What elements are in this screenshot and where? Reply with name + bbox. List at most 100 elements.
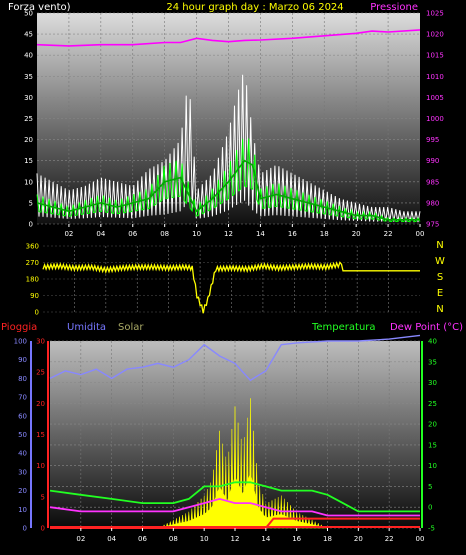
chart1-right-tick-label: 1025 <box>426 10 444 18</box>
chart3-x-tick-label: 02 <box>76 535 85 543</box>
humidity-line <box>49 334 421 382</box>
chart2-left-tick-label: 0 <box>35 309 39 317</box>
chart1-right-tick-label: 1020 <box>426 31 444 39</box>
chart3-rain-tick-label: 25 <box>36 369 45 377</box>
chart1-right-tick-label: 1005 <box>426 94 444 102</box>
chart3-temperature-tick-label: 10 <box>428 462 437 470</box>
wind-avg-smooth-line <box>36 159 420 221</box>
graph-title: 24 hour graph day : Marzo 06 2024 <box>166 2 343 13</box>
chart2-grid <box>43 245 420 313</box>
chart3-temperature-tick-label: 5 <box>428 483 432 491</box>
chart1-left-tick-label: 45 <box>24 31 33 39</box>
chart1-left-tick-label: 30 <box>24 94 33 102</box>
chart3-rain-tick-label: 10 <box>36 462 45 470</box>
chart1-right-tick-label: 1015 <box>426 52 444 60</box>
dewpoint-line <box>49 497 420 517</box>
chart1-right-axis: 975 980 985 990 995 1000 1005 1010 1015 1020 1025 <box>426 10 444 229</box>
rain-title: Pioggia <box>1 322 37 333</box>
chart1-left-tick-label: 5 <box>29 199 33 207</box>
chart1-x-tick-label: 14 <box>256 230 265 238</box>
chart1-x-tick-label: 12 <box>224 230 233 238</box>
pressure-title: Pressione <box>370 2 418 13</box>
chart3-temperature-tick-label: 30 <box>428 379 437 387</box>
chart2-series <box>42 261 420 314</box>
chart1-right-tick-label: 990 <box>426 157 439 165</box>
temperature-line <box>49 481 420 513</box>
chart3-temperature-tick-label: 35 <box>428 358 437 366</box>
chart3-x-tick-label: 14 <box>261 535 270 543</box>
pressure-line <box>36 29 421 47</box>
chart3-x-tick-label: 00 <box>416 535 425 543</box>
chart3-temperature-tick-label: 25 <box>428 400 437 408</box>
chart3-rain-tick-label: 20 <box>36 400 45 408</box>
chart1-left-tick-label: 50 <box>24 10 33 18</box>
chart3-x-tick-label: 04 <box>107 535 116 543</box>
chart1-left-tick-label: 25 <box>24 115 33 123</box>
chart1-left-tick-label: 40 <box>24 52 33 60</box>
chart1-x-tick-label: 04 <box>96 230 105 238</box>
chart3-rain-tick-label: 5 <box>41 493 45 501</box>
chart3-humidity-tick-label: 90 <box>18 356 27 364</box>
chart3-rain-axis: 0 5 10 15 20 25 30 <box>36 338 49 533</box>
chart1-left-tick-label: 20 <box>24 136 33 144</box>
chart2-compass-label: N <box>436 304 443 315</box>
chart3-temperature-tick-label: 20 <box>428 421 437 429</box>
chart1-right-tick-label: 995 <box>426 136 439 144</box>
chart1-x-tick-label: 22 <box>384 230 393 238</box>
wind-avg-line <box>36 138 421 222</box>
wind-speed-title: Forza vento) <box>8 2 71 13</box>
chart3-temperature-tick-label: 15 <box>428 441 437 449</box>
chart3-humidity-tick-label: 60 <box>18 412 27 420</box>
chart3-humidity-tick-label: 20 <box>18 487 27 495</box>
dewpoint-title: Dew Point (°C) <box>390 322 463 333</box>
chart1-left-axis: 0 5 10 15 20 25 30 35 40 45 50 <box>24 10 33 229</box>
chart1-right-tick-label: 1000 <box>426 115 444 123</box>
chart3-x-axis: 02 04 06 08 10 12 14 16 18 20 22 00 <box>76 528 424 543</box>
chart2-left-tick-label: 180 <box>26 276 39 284</box>
chart3-humidity-tick-label: 40 <box>18 450 27 458</box>
chart3-x-tick-label: 06 <box>138 535 147 543</box>
chart3-humidity-tick-label: 30 <box>18 468 27 476</box>
chart1-right-tick-label: 1010 <box>426 73 444 81</box>
humidity-title: Umidita <box>67 322 106 333</box>
solar-area <box>157 398 328 529</box>
chart1-right-tick-label: 975 <box>426 221 439 229</box>
chart1-x-tick-label: 16 <box>288 230 297 238</box>
chart3-series <box>49 334 421 529</box>
chart2-left-tick-label: 90 <box>30 292 39 300</box>
chart1-x-tick-label: 18 <box>320 230 329 238</box>
chart1-left-tick-label: 35 <box>24 73 33 81</box>
chart3-x-tick-label: 22 <box>385 535 394 543</box>
chart3-temperature-tick-label: -5 <box>428 525 435 533</box>
chart3-x-tick-label: 10 <box>200 535 209 543</box>
chart3-temperature-axis: -5 0 5 10 15 20 25 30 35 40 <box>421 338 437 533</box>
chart2-left-axis: 0 90 180 270 360 <box>26 243 39 317</box>
chart1-series <box>36 29 421 223</box>
chart3-x-tick-label: 08 <box>169 535 178 543</box>
chart1-right-tick-label: 980 <box>426 199 439 207</box>
temperature-title: Temperatura <box>311 322 376 333</box>
chart3-humidity-tick-label: 100 <box>14 338 27 346</box>
chart2-compass-label: N <box>436 240 443 251</box>
chart3-humidity-axis: 0 10 20 30 40 50 60 70 80 90 100 <box>14 338 32 533</box>
chart3-rain-tick-label: 0 <box>41 525 45 533</box>
chart3-humidity-tick-label: 50 <box>18 431 27 439</box>
chart3-rain-tick-label: 15 <box>36 431 45 439</box>
chart3-temperature-tick-label: 40 <box>428 338 437 346</box>
chart3-rain-tick-label: 30 <box>36 338 45 346</box>
chart1-grid <box>37 12 420 225</box>
wind-direction-line <box>42 261 420 314</box>
chart2-left-tick-label: 270 <box>26 259 39 267</box>
chart3-x-tick-label: 18 <box>323 535 332 543</box>
chart3-humidity-tick-label: 10 <box>18 506 27 514</box>
rain-humidity-temp-chart: 0 10 20 30 40 50 60 70 80 90 100 0 5 10 15 20 25 30 -5 0 5… <box>14 334 437 543</box>
chart1-left-tick-label: 15 <box>24 157 33 165</box>
chart2-compass-label: W <box>435 256 445 267</box>
chart1-x-tick-label: 08 <box>160 230 169 238</box>
chart1-left-tick-label: 10 <box>24 178 33 186</box>
chart1-x-tick-label: 20 <box>352 230 361 238</box>
